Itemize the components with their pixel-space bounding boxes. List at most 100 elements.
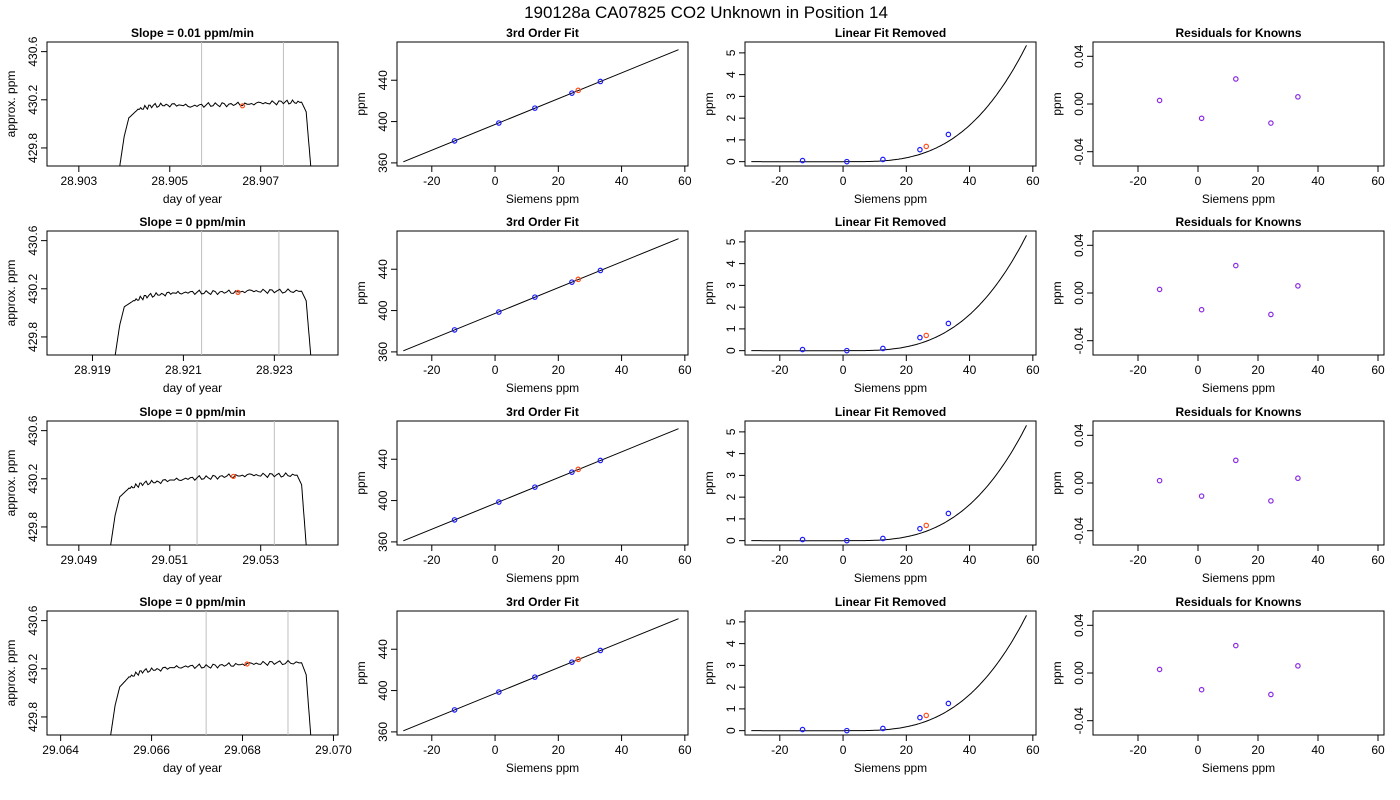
x-axis-label: Siemens ppm — [854, 761, 927, 775]
y-tick-label: 0.00 — [1072, 281, 1086, 305]
x-tick-label: 29.049 — [60, 553, 97, 567]
y-axis-label: ppm — [354, 661, 368, 684]
y-tick-label: 2 — [724, 303, 738, 310]
y-tick-label: 5 — [724, 238, 738, 245]
plot-area — [403, 618, 679, 732]
residual-point — [1198, 115, 1205, 122]
x-tick-label: 40 — [1311, 363, 1325, 377]
y-tick-label: 5 — [724, 428, 738, 435]
x-tick-label: 40 — [1311, 553, 1325, 567]
x-tick-label: 28.919 — [74, 363, 111, 377]
y-tick-label: 400 — [376, 300, 390, 320]
unknown-point — [575, 87, 582, 94]
plot-area — [1156, 642, 1301, 698]
y-tick-label: 1 — [724, 515, 738, 522]
panel-title: Slope = 0 ppm/min — [139, 405, 245, 419]
known-point — [597, 78, 604, 85]
x-tick-label: 20 — [900, 363, 914, 377]
x-tick-label: -20 — [771, 363, 789, 377]
x-tick-label: 40 — [1311, 743, 1325, 757]
x-axis-label: day of year — [163, 761, 222, 775]
x-tick-label: 29.053 — [242, 553, 279, 567]
plot-area — [751, 615, 1027, 734]
plot-frame — [1092, 41, 1385, 167]
y-tick-label: 4 — [724, 71, 738, 78]
y-tick-label: 0 — [724, 347, 738, 354]
x-tick-label: 28.905 — [151, 174, 188, 188]
known-point — [917, 146, 923, 153]
residual-point — [1156, 286, 1163, 293]
x-tick-label: 0 — [1195, 743, 1202, 757]
panel-r1-c3: Linear Fit Removed -20 0 20 40 60 0 1 2 3 4 5 Siemen… — [702, 26, 1040, 206]
x-tick-label: 0 — [492, 743, 499, 757]
panel-r1-c2: 3rd Order Fit -20 0 20 40 60 360 400 440 Siemens … — [354, 26, 692, 206]
known-point — [799, 536, 806, 543]
x-tick-label: 60 — [678, 363, 692, 377]
known-point — [844, 727, 850, 734]
x-tick-label: 20 — [1251, 174, 1265, 188]
plot-frame — [46, 610, 339, 736]
x-tick-label: 29.068 — [224, 743, 261, 757]
x-axis-label: Siemens ppm — [854, 192, 927, 206]
cubic-curve — [751, 425, 1027, 542]
panel-r1-c4: Residuals for Knowns -20 0 20 40 60 -0.04 0.00 0… — [1050, 26, 1385, 206]
unknown-point — [923, 143, 930, 150]
x-tick-label: -20 — [1129, 743, 1147, 757]
plot-frame — [396, 230, 689, 356]
plot-frame — [1092, 230, 1385, 356]
panel-r4-c1: Slope = 0 ppm/min 29.064 29.066 29.068 29.07… — [4, 595, 352, 775]
x-tick-label: 0 — [840, 174, 847, 188]
cubic-curve — [751, 615, 1027, 732]
y-axis-label: approx. ppm — [4, 260, 18, 327]
unknown-point — [923, 332, 930, 339]
y-tick-label: 440 — [376, 449, 390, 469]
y-tick-label: 4 — [724, 640, 738, 647]
panel-r3-c4: Residuals for Knowns -20 0 20 40 60 -0.04 0.00 0… — [1050, 405, 1385, 585]
x-tick-label: 20 — [1251, 363, 1265, 377]
y-tick-label: 0.04 — [1072, 44, 1086, 68]
y-tick-label: 0.00 — [1072, 661, 1086, 685]
known-point — [945, 320, 952, 327]
x-tick-label: 0 — [1195, 553, 1202, 567]
known-point — [597, 647, 604, 654]
y-tick-label: 400 — [376, 490, 390, 510]
x-tick-label: -20 — [771, 174, 789, 188]
plot-area — [403, 238, 679, 352]
y-tick-label: 5 — [724, 49, 738, 56]
panel-title: Linear Fit Removed — [835, 595, 946, 609]
x-tick-label: 0 — [492, 363, 499, 377]
y-tick-label: 1 — [724, 325, 738, 332]
y-axis-label: ppm — [1050, 661, 1064, 684]
y-tick-label: 429.8 — [26, 512, 40, 542]
unknown-point — [575, 466, 582, 473]
panel-r4-c2: 3rd Order Fit -20 0 20 40 60 360 400 440 Siemens … — [354, 595, 692, 775]
x-tick-label: -20 — [771, 553, 789, 567]
x-axis-label: day of year — [163, 192, 222, 206]
known-point — [569, 279, 575, 285]
panel-r1-c1: Slope = 0.01 ppm/min 28.903 28.905 28.907 42… — [4, 26, 339, 206]
x-axis-label: Siemens ppm — [506, 192, 579, 206]
x-tick-label: 60 — [678, 743, 692, 757]
x-tick-label: 40 — [963, 174, 977, 188]
known-point — [917, 714, 923, 721]
y-tick-label: 0 — [724, 727, 738, 734]
plot-frame — [744, 610, 1037, 736]
y-tick-label: 2 — [724, 683, 738, 690]
y-tick-label: 360 — [376, 722, 390, 742]
y-axis-label: ppm — [702, 281, 716, 304]
y-tick-label: 0.04 — [1072, 423, 1086, 447]
x-tick-label: 40 — [615, 743, 629, 757]
y-axis-label: ppm — [702, 661, 716, 684]
known-point — [532, 294, 538, 300]
known-point — [532, 674, 538, 680]
residual-point — [1233, 457, 1239, 464]
plot-area — [751, 45, 1027, 165]
panel-r2-c3: Linear Fit Removed -20 0 20 40 60 0 1 2 3 4 5 Siemen… — [702, 215, 1040, 395]
y-tick-label: 429.8 — [26, 322, 40, 352]
residual-point — [1233, 76, 1239, 82]
fit-line — [403, 428, 679, 542]
y-tick-label: 3 — [724, 662, 738, 669]
panel-title: Linear Fit Removed — [835, 215, 946, 229]
known-point — [799, 726, 806, 733]
